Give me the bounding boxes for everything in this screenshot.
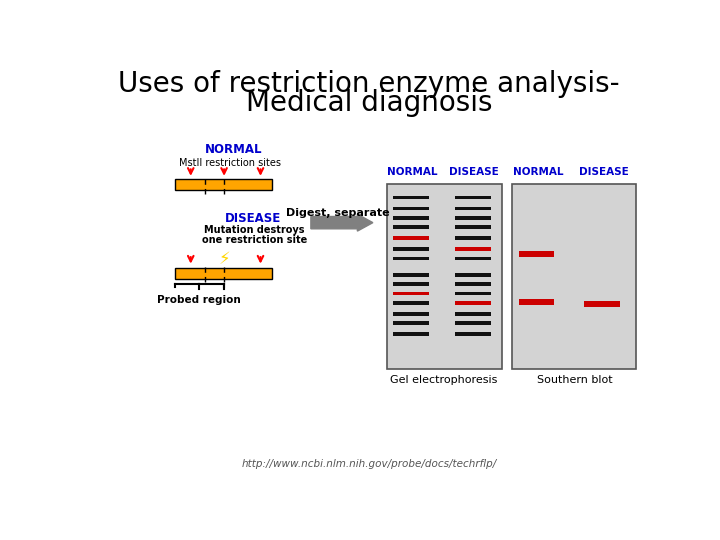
Bar bbox=[513, 184, 636, 369]
Text: Uses of restriction enzyme analysis-: Uses of restriction enzyme analysis- bbox=[118, 70, 620, 98]
Bar bbox=[455, 207, 490, 211]
Text: Probed region: Probed region bbox=[158, 295, 241, 305]
Bar bbox=[455, 216, 490, 220]
Bar bbox=[393, 292, 428, 295]
Bar bbox=[455, 312, 490, 316]
Text: DISEASE: DISEASE bbox=[579, 167, 629, 177]
Text: DISEASE: DISEASE bbox=[449, 167, 498, 177]
Bar bbox=[518, 251, 554, 256]
Bar bbox=[455, 332, 490, 336]
Text: Southern blot: Southern blot bbox=[536, 375, 612, 384]
Bar bbox=[175, 268, 272, 279]
Bar bbox=[455, 321, 490, 325]
Bar bbox=[518, 299, 554, 305]
Bar bbox=[393, 321, 428, 325]
Text: one restriction site: one restriction site bbox=[202, 234, 307, 245]
Bar bbox=[175, 179, 272, 190]
Bar bbox=[393, 301, 428, 305]
Text: ⚡: ⚡ bbox=[218, 250, 230, 268]
Text: NORMAL: NORMAL bbox=[387, 167, 438, 177]
Bar bbox=[393, 282, 428, 286]
Text: Gel electrophoresis: Gel electrophoresis bbox=[390, 375, 498, 384]
Bar bbox=[455, 273, 490, 277]
Bar bbox=[455, 292, 490, 295]
Text: Mutation destroys: Mutation destroys bbox=[204, 225, 305, 235]
Bar bbox=[393, 247, 428, 251]
FancyArrow shape bbox=[311, 214, 373, 231]
Bar bbox=[393, 273, 428, 277]
Text: Digest, separate: Digest, separate bbox=[286, 208, 390, 218]
Bar bbox=[387, 184, 502, 369]
Text: DISEASE: DISEASE bbox=[225, 212, 281, 225]
Bar bbox=[393, 207, 428, 211]
Bar bbox=[393, 216, 428, 220]
Bar bbox=[455, 247, 490, 251]
Bar bbox=[455, 236, 490, 240]
Bar bbox=[455, 301, 490, 305]
Text: http://www.ncbi.nlm.nih.gov/probe/docs/techrflp/: http://www.ncbi.nlm.nih.gov/probe/docs/t… bbox=[241, 458, 497, 469]
Bar bbox=[455, 225, 490, 229]
Text: NORMAL: NORMAL bbox=[513, 167, 563, 177]
Bar bbox=[393, 225, 428, 229]
Bar bbox=[393, 332, 428, 336]
Text: NORMAL: NORMAL bbox=[204, 143, 262, 156]
Bar bbox=[393, 195, 428, 199]
Bar bbox=[455, 195, 490, 199]
Bar bbox=[585, 301, 620, 307]
Bar bbox=[455, 256, 490, 260]
Bar bbox=[393, 312, 428, 316]
Bar bbox=[393, 236, 428, 240]
Bar bbox=[455, 282, 490, 286]
Text: MstII restriction sites: MstII restriction sites bbox=[179, 158, 281, 167]
Bar bbox=[393, 256, 428, 260]
Text: Medical diagnosis: Medical diagnosis bbox=[246, 89, 492, 117]
